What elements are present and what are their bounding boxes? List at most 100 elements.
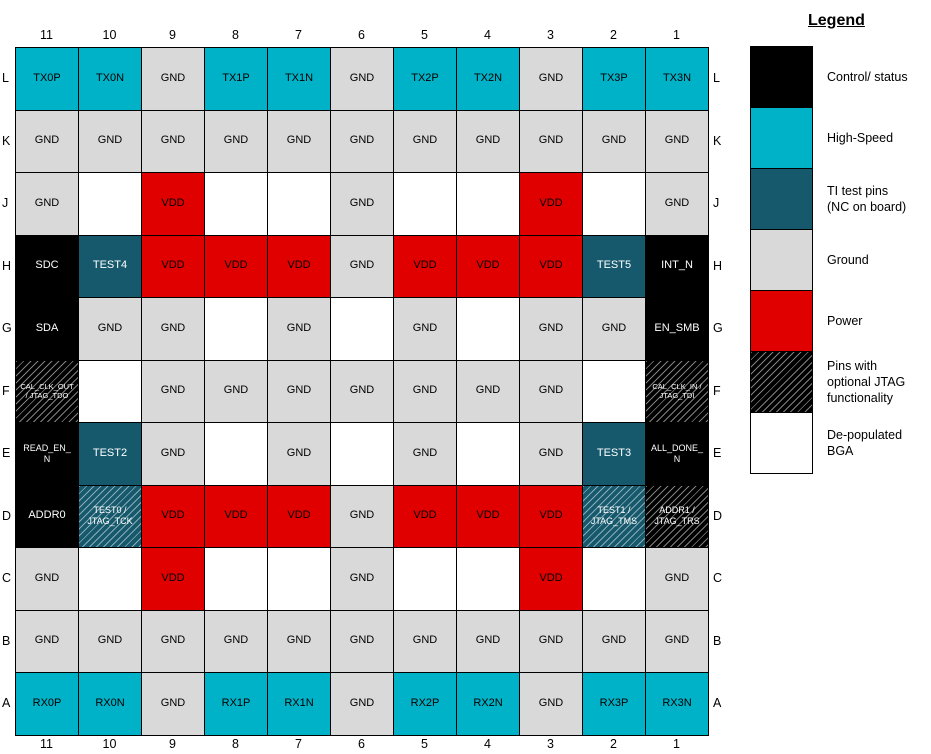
bga-cell-K3: GND bbox=[520, 110, 583, 173]
bga-cell-B6: GND bbox=[331, 610, 394, 673]
bga-cell-E1: ALL_DONE_ N bbox=[646, 423, 709, 486]
row-label-C: C bbox=[2, 571, 12, 586]
bga-cell-A2: RX3P bbox=[583, 673, 646, 736]
bga-cell-A10: RX0N bbox=[79, 673, 142, 736]
bga-cell-J9: VDD bbox=[142, 173, 205, 236]
bga-cell-C10 bbox=[79, 548, 142, 611]
bga-cell-F5: GND bbox=[394, 360, 457, 423]
bga-cell-J3: VDD bbox=[520, 173, 583, 236]
legend-title: Legend bbox=[808, 12, 865, 29]
bga-cell-H10: TEST4 bbox=[79, 235, 142, 298]
bga-cell-D5: VDD bbox=[394, 485, 457, 548]
row-label-G: G bbox=[713, 321, 723, 336]
col-label-1: 1 bbox=[673, 28, 680, 42]
bga-cell-F8: GND bbox=[205, 360, 268, 423]
row-label-F: F bbox=[2, 383, 10, 398]
row-labels-left: L K J H G F E D C B A bbox=[2, 47, 14, 735]
legend-label: Ground bbox=[827, 252, 869, 267]
bga-cell-D8: VDD bbox=[205, 485, 268, 548]
bga-cell-G3: GND bbox=[520, 298, 583, 361]
bga-cell-L10: TX0N bbox=[79, 48, 142, 111]
col-label-11: 11 bbox=[40, 28, 53, 42]
legend-label: Pins with optional JTAG functionality bbox=[827, 358, 906, 406]
bga-cell-L7: TX1N bbox=[268, 48, 331, 111]
bga-cell-C3: VDD bbox=[520, 548, 583, 611]
legend-swatch-hs bbox=[750, 107, 813, 169]
legend-swatch-empty bbox=[750, 412, 813, 474]
bga-cell-D3: VDD bbox=[520, 485, 583, 548]
bga-cell-D7: VDD bbox=[268, 485, 331, 548]
bga-cell-E3: GND bbox=[520, 423, 583, 486]
bga-cell-B1: GND bbox=[646, 610, 709, 673]
bga-cell-E5: GND bbox=[394, 423, 457, 486]
bga-cell-H3: VDD bbox=[520, 235, 583, 298]
bga-cell-C11: GND bbox=[16, 548, 79, 611]
bga-cell-G10: GND bbox=[79, 298, 142, 361]
bga-cell-E2: TEST3 bbox=[583, 423, 646, 486]
column-labels-top: 11 10 9 8 7 6 5 4 3 2 1 bbox=[15, 28, 708, 42]
bga-cell-A5: RX2P bbox=[394, 673, 457, 736]
bga-cell-K7: GND bbox=[268, 110, 331, 173]
bga-cell-B11: GND bbox=[16, 610, 79, 673]
legend-swatch-gnd bbox=[750, 229, 813, 291]
legend-item-ctrl: Control/ status bbox=[750, 46, 908, 108]
bga-cell-C1: GND bbox=[646, 548, 709, 611]
bga-cell-G4 bbox=[457, 298, 520, 361]
bga-cell-K2: GND bbox=[583, 110, 646, 173]
legend-label: Control/ status bbox=[827, 69, 908, 84]
col-label-3: 3 bbox=[547, 28, 554, 42]
bga-cell-A4: RX2N bbox=[457, 673, 520, 736]
row-label-C: C bbox=[713, 571, 723, 586]
bga-cell-B7: GND bbox=[268, 610, 331, 673]
bga-cell-D9: VDD bbox=[142, 485, 205, 548]
bga-cell-E11: READ_EN_ N bbox=[16, 423, 79, 486]
legend-item-empty: De-populated BGA bbox=[750, 412, 908, 474]
bga-cell-B10: GND bbox=[79, 610, 142, 673]
bga-cell-J8 bbox=[205, 173, 268, 236]
bga-cell-F6: GND bbox=[331, 360, 394, 423]
row-label-L: L bbox=[2, 71, 9, 86]
bga-cell-L6: GND bbox=[331, 48, 394, 111]
col-label-9: 9 bbox=[169, 737, 176, 751]
row-label-D: D bbox=[713, 508, 723, 523]
legend-label: De-populated BGA bbox=[827, 427, 903, 458]
bga-cell-E4 bbox=[457, 423, 520, 486]
bga-cell-D4: VDD bbox=[457, 485, 520, 548]
col-label-2: 2 bbox=[610, 28, 617, 42]
legend-item-jtag_ctrl: Pins with optional JTAG functionality bbox=[750, 351, 908, 413]
legend-swatch-test bbox=[750, 168, 813, 230]
bga-cell-J10 bbox=[79, 173, 142, 236]
bga-cell-H4: VDD bbox=[457, 235, 520, 298]
col-label-11: 11 bbox=[40, 737, 53, 751]
legend-item-hs: High-Speed bbox=[750, 107, 908, 169]
bga-cell-A6: GND bbox=[331, 673, 394, 736]
bga-cell-G9: GND bbox=[142, 298, 205, 361]
col-label-7: 7 bbox=[295, 737, 302, 751]
bga-cell-J1: GND bbox=[646, 173, 709, 236]
bga-cell-A9: GND bbox=[142, 673, 205, 736]
bga-cell-B2: GND bbox=[583, 610, 646, 673]
bga-cell-C4 bbox=[457, 548, 520, 611]
row-label-H: H bbox=[2, 258, 12, 273]
bga-cell-D1: ADDR1 / JTAG_TRS bbox=[646, 485, 709, 548]
legend-label: TI test pins (NC on board) bbox=[827, 183, 907, 214]
bga-cell-K6: GND bbox=[331, 110, 394, 173]
bga-cell-C6: GND bbox=[331, 548, 394, 611]
bga-cell-A8: RX1P bbox=[205, 673, 268, 736]
bga-cell-L8: TX1P bbox=[205, 48, 268, 111]
bga-cell-B4: GND bbox=[457, 610, 520, 673]
legend-swatch-ctrl bbox=[750, 46, 813, 108]
bga-cell-E6 bbox=[331, 423, 394, 486]
col-label-4: 4 bbox=[484, 28, 491, 42]
bga-cell-C7 bbox=[268, 548, 331, 611]
col-label-5: 5 bbox=[421, 28, 428, 42]
row-label-H: H bbox=[713, 258, 723, 273]
bga-cell-F1: CAL_CLK_IN / JTAG_TDI bbox=[646, 360, 709, 423]
col-label-8: 8 bbox=[232, 28, 239, 42]
bga-cell-F2 bbox=[583, 360, 646, 423]
bga-cell-L4: TX2N bbox=[457, 48, 520, 111]
bga-cell-F11: CAL_CLK_OUT / JTAG_TDO bbox=[16, 360, 79, 423]
row-label-A: A bbox=[713, 696, 722, 711]
bga-cell-C2 bbox=[583, 548, 646, 611]
